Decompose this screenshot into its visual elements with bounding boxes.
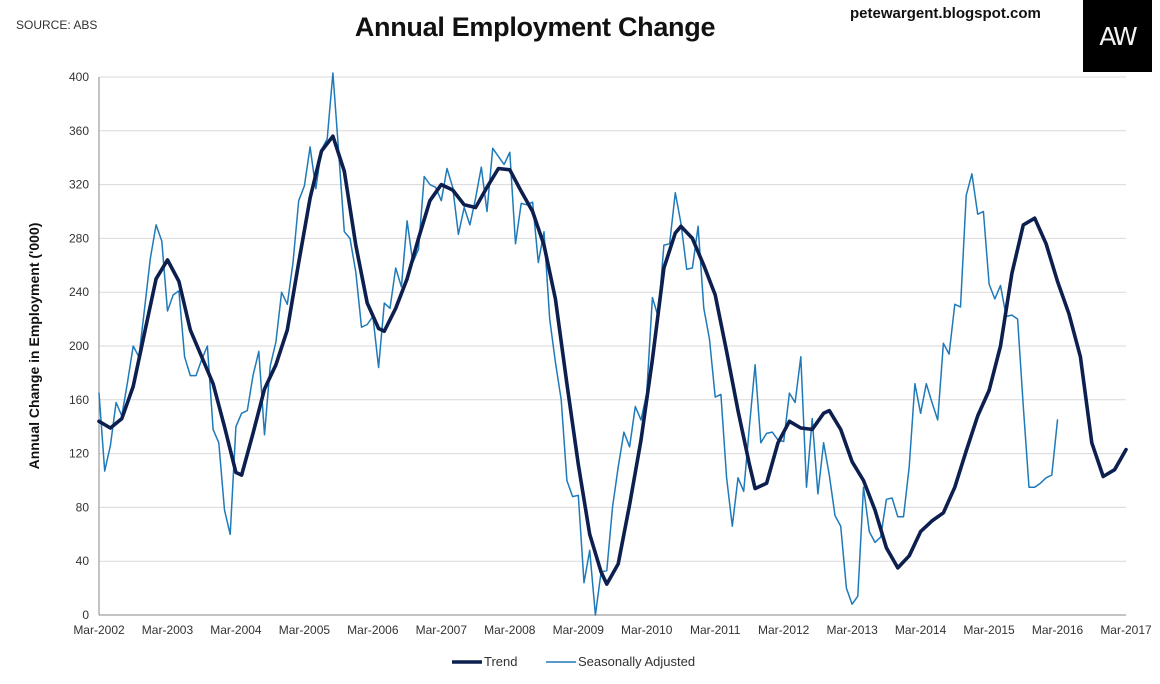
aw-logo: AW (1083, 0, 1152, 72)
y-tick-label: 200 (69, 339, 89, 353)
y-axis-label: Annual Change in Employment ('000) (26, 223, 42, 470)
logo-text: AW (1099, 21, 1137, 51)
y-tick-label: 320 (69, 178, 89, 192)
chart-title: Annual Employment Change (354, 12, 716, 42)
seasonally-adjusted-line (98, 72, 1059, 616)
y-tick-label: 240 (69, 285, 89, 299)
y-tick-label: 40 (76, 554, 90, 568)
x-tick-label: Mar-2005 (279, 623, 331, 637)
source-label: SOURCE: ABS (16, 18, 98, 32)
x-tick-label: Mar-2012 (758, 623, 810, 637)
y-tick-label: 400 (69, 70, 89, 84)
y-tick-label: 80 (76, 500, 90, 514)
legend-trend-label: Trend (484, 654, 517, 669)
x-tick-label: Mar-2017 (1100, 623, 1152, 637)
y-tick-label: 0 (82, 608, 89, 622)
y-tick-labels: 0 40 80 120 160 200 240 280 320 360 400 (69, 70, 89, 622)
x-tick-labels: Mar-2002 Mar-2003 Mar-2004 Mar-2005 Mar-2006… (73, 623, 1152, 637)
x-tick-label: Mar-2010 (621, 623, 673, 637)
y-tick-label: 120 (69, 447, 89, 461)
x-tick-label: Mar-2008 (484, 623, 536, 637)
x-tick-label: Mar-2006 (347, 623, 399, 637)
y-tick-label: 280 (69, 231, 89, 245)
legend: Trend Seasonally Adjusted (452, 654, 695, 669)
x-tick-label: Mar-2003 (142, 623, 194, 637)
x-tick-label: Mar-2002 (73, 623, 125, 637)
site-url[interactable]: petewargent.blogspot.com (850, 5, 1041, 22)
x-tick-label: Mar-2007 (416, 623, 468, 637)
x-tick-label: Mar-2009 (553, 623, 605, 637)
x-tick-label: Mar-2013 (826, 623, 878, 637)
gridlines (98, 76, 1126, 616)
legend-sa-label: Seasonally Adjusted (578, 654, 695, 669)
y-tick-label: 160 (69, 393, 89, 407)
trend-line (97, 134, 1128, 586)
x-tick-label: Mar-2015 (963, 623, 1015, 637)
x-tick-label: Mar-2016 (1032, 623, 1084, 637)
series-lines (97, 72, 1128, 616)
x-tick-label: Mar-2004 (210, 623, 262, 637)
x-tick-label: Mar-2011 (690, 623, 741, 637)
x-tick-label: Mar-2014 (895, 623, 947, 637)
y-tick-label: 360 (69, 124, 89, 138)
